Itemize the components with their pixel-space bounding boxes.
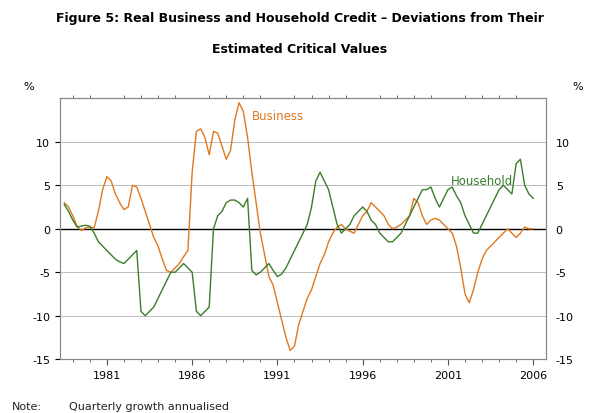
Text: Business: Business bbox=[252, 110, 304, 123]
Text: Note:: Note: bbox=[12, 401, 42, 411]
Text: Figure 5: Real Business and Household Credit – Deviations from Their: Figure 5: Real Business and Household Cr… bbox=[56, 12, 544, 25]
Text: Household: Household bbox=[451, 175, 514, 188]
Text: Estimated Critical Values: Estimated Critical Values bbox=[212, 43, 388, 56]
Text: %: % bbox=[23, 81, 34, 91]
Text: %: % bbox=[572, 81, 583, 91]
Text: Quarterly growth annualised: Quarterly growth annualised bbox=[69, 401, 229, 411]
